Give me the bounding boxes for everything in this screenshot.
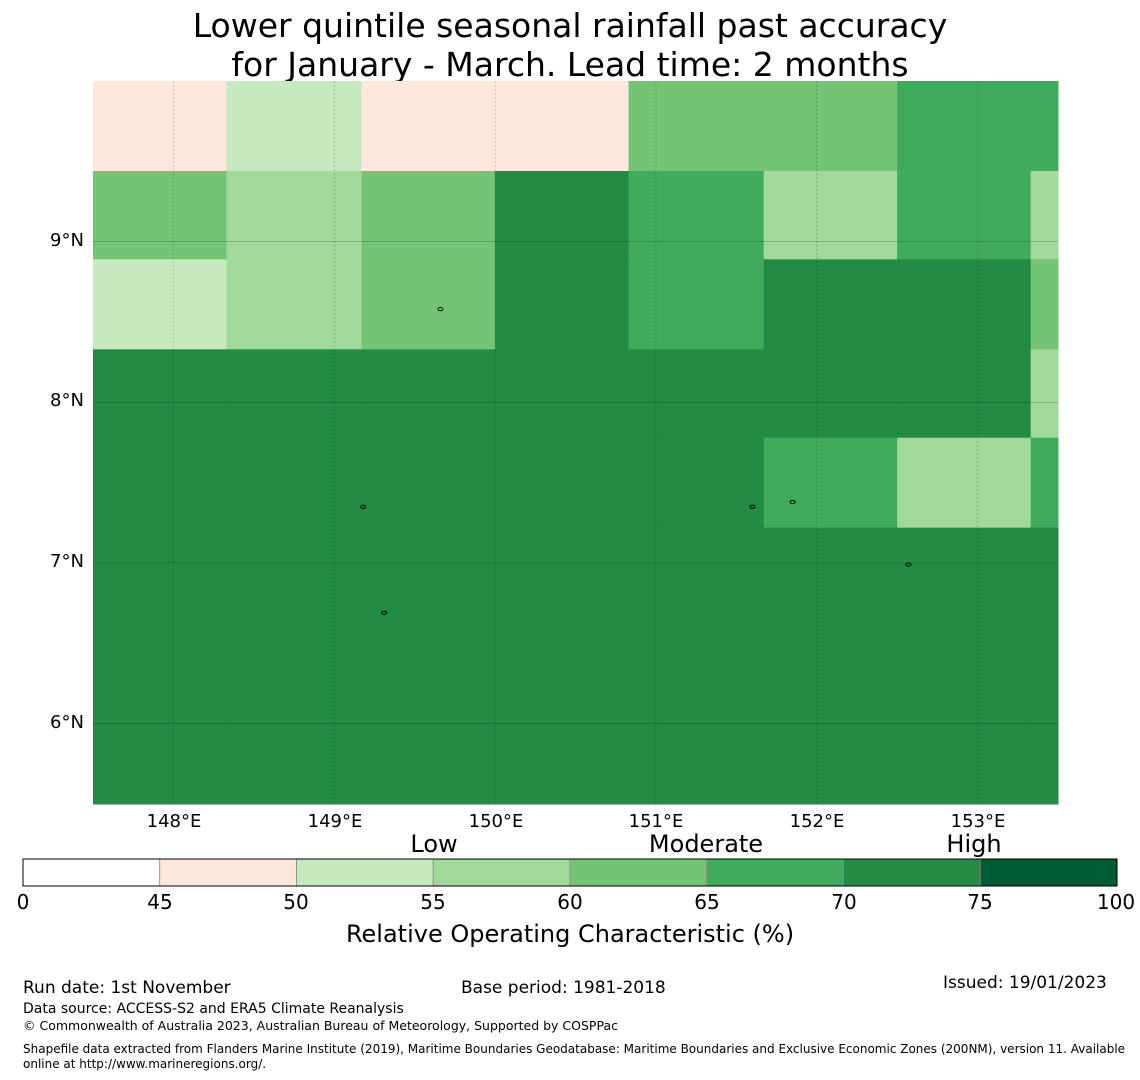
map-cell (93, 349, 227, 439)
colorbar-segment (569, 858, 708, 887)
copyright: © Commonwealth of Australia 2023, Austra… (23, 1018, 618, 1033)
map-cell (1030, 81, 1059, 172)
map-cell (361, 527, 496, 805)
map-cell (628, 170, 765, 260)
colorbar-tick-75: 75 (967, 890, 993, 914)
map-cell (628, 259, 765, 350)
map-cell (226, 349, 363, 439)
colorbar-segment (296, 858, 434, 887)
colorbar-tick-45: 45 (147, 890, 173, 914)
colorbar-tick-50: 50 (283, 890, 309, 914)
map-cell (1030, 259, 1059, 350)
map-islands (360, 307, 912, 615)
map-cell (361, 349, 496, 439)
data-source: Data source: ACCESS-S2 and ERA5 Climate … (23, 1001, 404, 1017)
map-cell (628, 437, 765, 529)
lon-label-150e: 150°E (468, 811, 524, 832)
lon-label-152e: 152°E (789, 811, 845, 832)
map-cell (495, 170, 630, 260)
map-cell (226, 81, 363, 172)
colorbar-tick-0: 0 (16, 890, 30, 914)
category-moderate: Moderate (648, 830, 764, 858)
map-title-line-2: for January - March. Lead time: 2 months (231, 45, 909, 84)
map-cell (1030, 349, 1059, 439)
colorbar-tick-60: 60 (557, 890, 583, 914)
colorbar-segment (979, 858, 1118, 887)
map-cell (628, 527, 765, 805)
map-cell (93, 437, 227, 529)
map-cell (495, 81, 630, 172)
map-cell (763, 437, 898, 529)
island-outline (360, 504, 367, 509)
map-cell (495, 349, 630, 439)
map-cells (93, 81, 1059, 805)
map-cell (361, 170, 496, 260)
island-outline (437, 307, 444, 312)
island-outline (905, 562, 912, 567)
map-cell (763, 170, 898, 260)
lon-label-149e: 149°E (307, 811, 363, 832)
map-cell (897, 81, 1032, 172)
map-cell (897, 437, 1032, 529)
map-cell (763, 349, 898, 439)
shapefile-credit: Shapefile data extracted from Flanders M… (23, 1042, 1126, 1071)
map-cell (226, 170, 363, 260)
colorbar (22, 858, 1118, 887)
map-cell (1030, 437, 1059, 529)
lat-label-9n: 9°N (50, 230, 84, 251)
colorbar-tick-55: 55 (420, 890, 446, 914)
map-cell (495, 259, 630, 350)
map-cell (93, 81, 227, 172)
category-low: Low (410, 830, 458, 858)
colorbar-tick-70: 70 (831, 890, 857, 914)
lat-label-7n: 7°N (50, 551, 84, 572)
map-cell (226, 527, 363, 805)
map-cell (361, 259, 496, 350)
map-cell (763, 81, 898, 172)
lon-label-151e: 151°E (628, 811, 684, 832)
map-cell (495, 437, 630, 529)
colorbar-outline (22, 858, 1118, 887)
map-cell (897, 349, 1032, 439)
colorbar-tick-100: 100 (1096, 890, 1136, 914)
colorbar-tick-65: 65 (694, 890, 720, 914)
run-date: Run date: 1st November (23, 978, 231, 998)
map-cell (1030, 170, 1059, 260)
lat-label-8n: 8°N (50, 390, 84, 411)
map-cell (226, 259, 363, 350)
map-cell (897, 527, 1032, 805)
map-cell (897, 259, 1032, 350)
map-gridlines (93, 81, 1058, 804)
map-cell (763, 259, 898, 350)
issued-date: Issued: 19/01/2023 (943, 973, 1107, 993)
base-period: Base period: 1981-2018 (461, 978, 666, 998)
map-cell (361, 437, 496, 529)
colorbar-segment (432, 858, 571, 887)
category-high: High (946, 830, 1002, 858)
map-cell (93, 527, 227, 805)
map-cell (628, 349, 765, 439)
colorbar-segment (22, 858, 161, 887)
colorbar-segment (843, 858, 981, 887)
map-cell (763, 527, 898, 805)
lon-label-148e: 148°E (146, 811, 202, 832)
map-cell (897, 170, 1032, 260)
map-cell (495, 527, 630, 805)
island-outline (381, 610, 388, 615)
map-title-line-1: Lower quintile seasonal rainfall past ac… (192, 6, 948, 45)
island-outline (789, 499, 796, 505)
colorbar-segment (706, 858, 844, 887)
colorbar-label: Relative Operating Characteristic (%) (345, 920, 795, 948)
map-cell (93, 170, 227, 260)
map-cell (1030, 527, 1059, 805)
lon-label-153e: 153°E (950, 811, 1006, 832)
map-cell (361, 81, 496, 172)
map-cell (93, 259, 227, 350)
map-cell (226, 437, 363, 529)
colorbar-segment (159, 858, 297, 887)
lat-label-6n: 6°N (50, 712, 84, 733)
island-outline (749, 504, 756, 509)
map-cell (628, 81, 765, 172)
